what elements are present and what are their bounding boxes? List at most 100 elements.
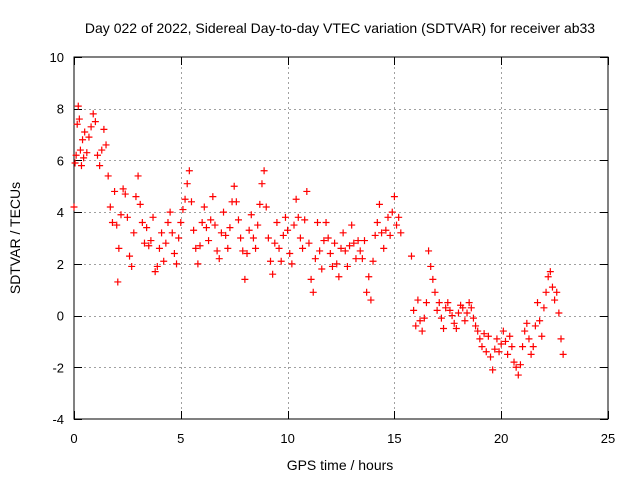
data-point <box>431 288 439 296</box>
data-point <box>454 309 462 317</box>
data-point <box>275 244 283 252</box>
data-point <box>262 203 270 211</box>
data-point <box>446 306 454 314</box>
data-point <box>273 218 281 226</box>
data-point <box>328 262 336 270</box>
data-point <box>121 190 129 198</box>
x-tick-label: 0 <box>70 431 77 446</box>
data-point <box>437 314 445 322</box>
data-point <box>147 237 155 245</box>
y-tick-label: 6 <box>57 153 64 168</box>
plot-border <box>73 56 609 420</box>
data-point <box>493 335 501 343</box>
data-point <box>87 123 95 131</box>
data-point <box>548 283 556 291</box>
plot-frame <box>73 56 609 420</box>
data-point <box>75 115 83 123</box>
data-point <box>395 213 403 221</box>
y-tick-label: 10 <box>50 50 64 65</box>
data-point <box>115 244 123 252</box>
data-point <box>484 332 492 340</box>
data-point <box>442 304 450 312</box>
data-point <box>378 229 386 237</box>
data-point <box>497 340 505 348</box>
data-point <box>196 242 204 250</box>
data-point <box>469 314 477 322</box>
x-tick-label: 5 <box>177 431 184 446</box>
data-point <box>83 149 91 157</box>
data-point <box>461 317 469 325</box>
data-point <box>252 244 260 252</box>
y-tick-label: 4 <box>57 205 64 220</box>
data-point <box>145 242 153 250</box>
data-point <box>281 213 289 221</box>
data-point <box>416 317 424 325</box>
data-point <box>213 247 221 255</box>
data-point <box>241 275 249 283</box>
data-point <box>367 296 375 304</box>
data-point <box>352 255 360 263</box>
data-point <box>202 224 210 232</box>
data-point <box>474 327 482 335</box>
data-point <box>256 200 264 208</box>
data-point <box>305 239 313 247</box>
data-point <box>73 120 81 128</box>
data-point <box>132 193 140 201</box>
data-point <box>234 216 242 224</box>
data-point <box>343 262 351 270</box>
data-point <box>209 193 217 201</box>
axis-labels: Day 022 of 2022, Sidereal Day-to-day VTE… <box>7 20 595 473</box>
data-point <box>514 371 522 379</box>
data-point <box>153 262 161 270</box>
data-point <box>348 221 356 229</box>
data-point <box>346 242 354 250</box>
data-point <box>459 304 467 312</box>
data-point <box>322 218 330 226</box>
x-tick-label: 20 <box>494 431 508 446</box>
data-point <box>245 226 253 234</box>
data-point <box>271 239 279 247</box>
data-point <box>356 247 364 255</box>
data-point <box>286 250 294 258</box>
data-point <box>267 257 275 265</box>
data-point <box>448 312 456 320</box>
data-point <box>534 299 542 307</box>
data-point <box>384 213 392 221</box>
data-point <box>435 299 443 307</box>
data-point <box>407 252 415 260</box>
y-tick-label: -2 <box>52 360 64 375</box>
data-point <box>177 218 185 226</box>
data-point <box>264 234 272 242</box>
data-point <box>427 262 435 270</box>
data-point <box>249 234 257 242</box>
data-point <box>149 213 157 221</box>
data-point <box>542 288 550 296</box>
data-point <box>164 218 172 226</box>
data-point <box>111 187 119 195</box>
data-point <box>192 244 200 252</box>
data-point <box>521 327 529 335</box>
y-tick-label: 8 <box>57 102 64 117</box>
data-point <box>311 255 319 263</box>
data-series <box>70 102 567 379</box>
data-point <box>412 322 420 330</box>
data-point <box>140 239 148 247</box>
data-point <box>309 288 317 296</box>
data-point <box>314 218 322 226</box>
y-tick-label: -4 <box>52 412 64 427</box>
data-point <box>536 317 544 325</box>
data-point <box>433 306 441 314</box>
data-point <box>71 159 79 167</box>
data-point <box>499 327 507 335</box>
data-point <box>290 221 298 229</box>
data-point <box>215 255 223 263</box>
data-point <box>429 275 437 283</box>
x-tick-label: 10 <box>280 431 294 446</box>
data-point <box>173 260 181 268</box>
data-point <box>551 296 559 304</box>
data-point <box>100 125 108 133</box>
data-point <box>162 239 170 247</box>
data-point <box>98 146 106 154</box>
data-point <box>247 211 255 219</box>
